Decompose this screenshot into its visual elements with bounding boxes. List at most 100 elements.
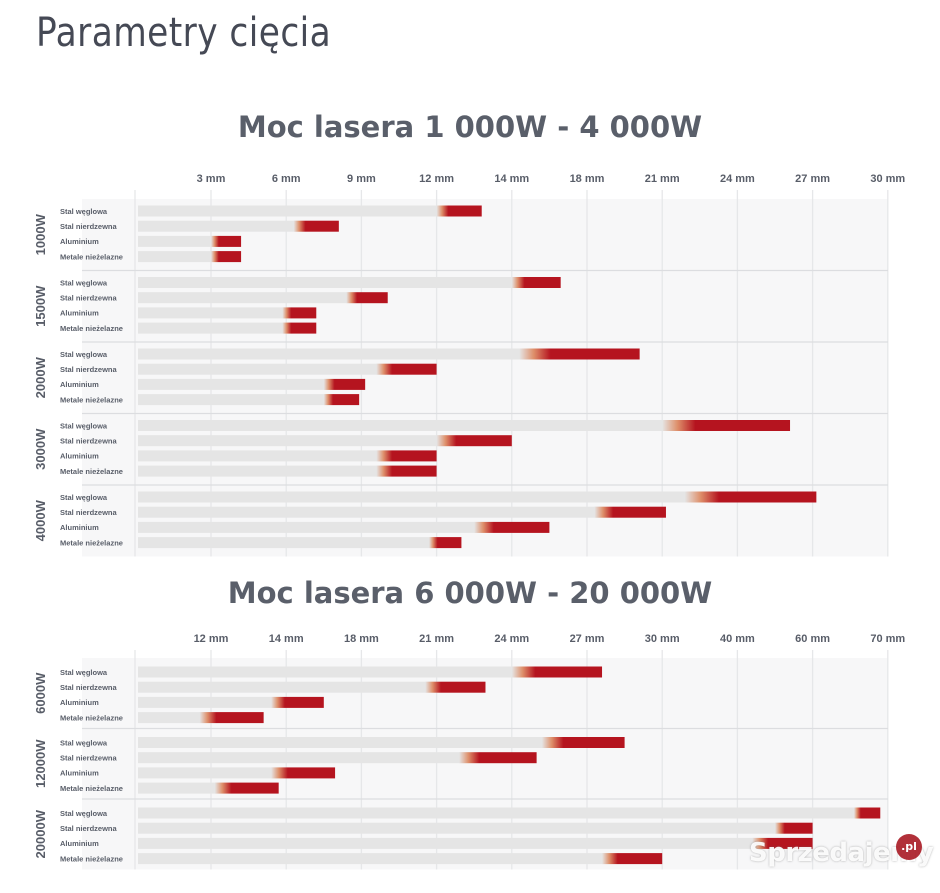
bar-highlight — [199, 712, 264, 724]
x-tick-label: 14 mm — [269, 633, 304, 645]
material-label: Aluminium — [60, 839, 99, 848]
bar-base — [138, 205, 447, 217]
bar-highlight — [459, 752, 537, 764]
bar-base — [138, 767, 282, 779]
material-label: Metale nieżelazne — [60, 395, 123, 404]
chart-panel — [82, 658, 888, 870]
material-label: Stal węglowa — [60, 493, 108, 502]
material-label: Stal nierdzewna — [60, 365, 118, 374]
bar-highlight — [376, 363, 437, 375]
chart-title: Moc lasera 6 000W - 20 000W — [228, 576, 712, 610]
watermark-badge: .pl — [896, 834, 922, 860]
material-label: Stal węglowa — [60, 809, 108, 818]
material-label: Aluminium — [60, 698, 99, 707]
x-tick-label: 40 mm — [720, 633, 755, 645]
x-tick-label: 3 mm — [197, 173, 226, 185]
bar-highlight — [775, 822, 813, 834]
bar-highlight — [271, 696, 324, 708]
x-tick-label: 18 mm — [570, 173, 605, 185]
bar-base — [138, 681, 436, 693]
material-label: Metale nieżelazne — [60, 252, 123, 261]
bar-base — [138, 277, 522, 288]
material-label: Aluminium — [60, 309, 99, 318]
bar-highlight — [752, 837, 813, 849]
material-label: Stal węglowa — [60, 668, 108, 677]
bar-base — [138, 853, 613, 865]
x-tick-label: 24 mm — [720, 173, 755, 185]
bar-base — [138, 822, 785, 834]
x-tick-label: 60 mm — [795, 633, 830, 645]
material-label: Metale nieżelazne — [60, 467, 123, 476]
material-label: Stal nierdzewna — [60, 683, 118, 692]
bar-highlight — [602, 853, 663, 865]
bar-base — [138, 696, 282, 708]
bar-base — [138, 292, 357, 304]
material-label: Metale nieżelazne — [60, 324, 123, 333]
material-label: Aluminium — [60, 523, 99, 532]
power-group-label: 2000W — [33, 356, 48, 398]
power-group-label: 12000W — [33, 739, 48, 788]
x-tick-label: 27 mm — [570, 633, 605, 645]
bar-highlight — [684, 491, 817, 503]
x-tick-label: 24 mm — [494, 633, 529, 645]
bar-highlight — [376, 450, 437, 462]
material-label: Stal nierdzewna — [60, 754, 118, 763]
bar-base — [138, 322, 293, 334]
x-tick-label: 9 mm — [347, 173, 376, 185]
material-label: Aluminium — [60, 237, 99, 246]
bar-highlight — [214, 782, 279, 794]
bar-base — [138, 420, 673, 431]
bar-highlight — [376, 465, 437, 477]
bar-highlight — [594, 506, 666, 518]
bar-base — [138, 807, 864, 819]
material-label: Stal nierdzewna — [60, 508, 118, 517]
x-tick-label: 21 mm — [419, 633, 454, 645]
bar-highlight — [436, 205, 482, 217]
bar-highlight — [853, 807, 881, 819]
bar-base — [138, 307, 293, 319]
bar-base — [138, 220, 304, 232]
bar-base — [138, 251, 221, 263]
bar-highlight — [211, 251, 242, 263]
bar-base — [138, 521, 485, 533]
bar-highlight — [346, 292, 388, 304]
power-group-label: 20000W — [33, 809, 48, 858]
bar-highlight — [293, 220, 339, 232]
bar-base — [138, 450, 387, 462]
material-label: Stal węglowa — [60, 738, 108, 747]
bar-base — [138, 666, 522, 678]
bar-base — [138, 737, 552, 748]
bar-highlight — [429, 537, 462, 549]
bar-base — [138, 363, 387, 375]
x-tick-label: 14 mm — [494, 173, 529, 185]
bar-highlight — [323, 394, 360, 406]
bar-highlight — [323, 378, 366, 390]
x-tick-label: 18 mm — [344, 633, 379, 645]
bar-highlight — [662, 420, 791, 431]
bar-base — [138, 537, 440, 549]
material-label: Aluminium — [60, 769, 99, 778]
material-label: Stal węglowa — [60, 207, 108, 216]
x-tick-label: 12 mm — [419, 173, 454, 185]
material-label: Metale nieżelazne — [60, 713, 123, 722]
bar-highlight — [282, 307, 317, 319]
bar-highlight — [541, 737, 625, 748]
bar-base — [138, 837, 763, 849]
x-tick-label: 6 mm — [272, 173, 301, 185]
material-label: Metale nieżelazne — [60, 854, 123, 863]
bar-base — [138, 491, 695, 503]
x-tick-label: 27 mm — [795, 173, 830, 185]
material-label: Metale nieżelazne — [60, 784, 123, 793]
bar-base — [138, 235, 221, 247]
power-group-label: 3000W — [33, 428, 48, 470]
bar-base — [138, 712, 210, 724]
material-label: Stal węglowa — [60, 350, 108, 359]
x-tick-label: 21 mm — [645, 173, 680, 185]
bar-highlight — [271, 767, 336, 779]
x-tick-label: 30 mm — [870, 173, 905, 185]
bar-highlight — [511, 666, 603, 678]
bar-highlight — [436, 435, 512, 447]
power-group-label: 6000W — [33, 672, 48, 714]
bar-base — [138, 782, 225, 794]
chart-title: Moc lasera 1 000W - 4 000W — [238, 110, 702, 144]
